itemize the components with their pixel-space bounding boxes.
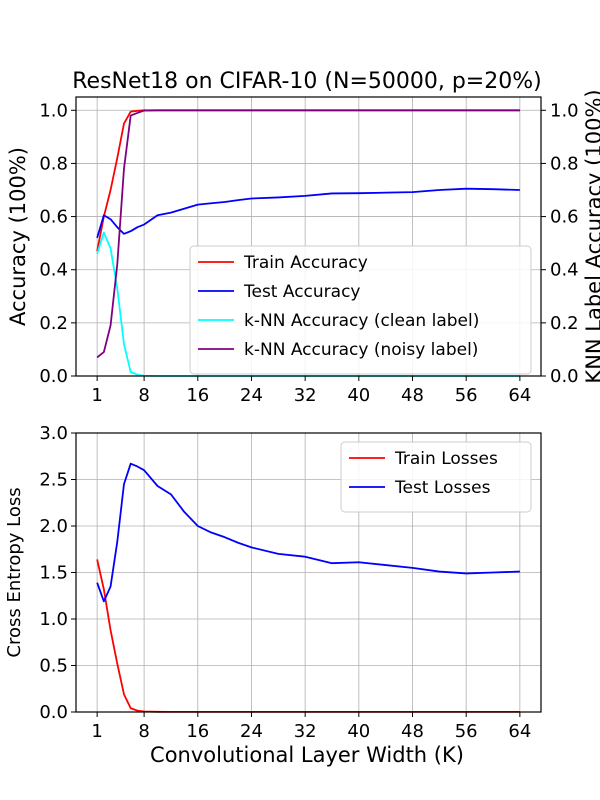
x-tick-label: 32	[294, 385, 317, 406]
x-tick-label: 24	[240, 721, 263, 742]
x-tick-label: 1	[91, 721, 102, 742]
accuracy-chart-ylabel: Accuracy (100%)	[6, 147, 30, 326]
legend-box	[189, 245, 532, 375]
y-right-tick-label: 0.4	[550, 260, 579, 281]
legend-label: Train Losses	[394, 449, 498, 469]
x-tick-label: 16	[186, 721, 209, 742]
x-tick-label: 48	[401, 721, 424, 742]
x-tick-label: 32	[294, 721, 317, 742]
x-tick-label: 56	[455, 385, 478, 406]
x-tick-label: 16	[186, 385, 209, 406]
series-line-test-accuracy	[96, 187, 520, 239]
x-tick-label: 40	[347, 385, 370, 406]
x-tick-label: 64	[508, 385, 531, 406]
accuracy-chart: ResNet18 on CIFAR-10 (N=50000, p=20%) 1 8…	[6, 69, 600, 406]
accuracy-chart-title: ResNet18 on CIFAR-10 (N=50000, p=20%)	[72, 69, 541, 94]
x-tick-label: 8	[138, 385, 149, 406]
loss-chart-axes: 1 8 16 24 32 40 48 56 64 0.0 0.5 1.0 1.5 2.0 2.5 3.0	[39, 423, 531, 742]
accuracy-chart-legend: Train Accuracy Test Accuracy k-NN Accuracy…	[189, 245, 532, 375]
x-tick-label: 56	[455, 721, 478, 742]
y-tick-label: 1.0	[39, 609, 68, 630]
accuracy-chart-ylabel-right: KNN Label Accuracy (100%)	[582, 89, 600, 383]
x-tick-label: 1	[91, 385, 102, 406]
y-tick-label: 1.0	[39, 100, 68, 121]
series-line-test-losses	[96, 462, 520, 603]
x-tick-label: 24	[240, 385, 263, 406]
y-tick-label: 0.8	[39, 153, 68, 174]
x-tick-label: 8	[138, 721, 149, 742]
loss-chart: 1 8 16 24 32 40 48 56 64 0.0 0.5 1.0 1.5 2.0 2.5 3.0 Cr…	[4, 423, 542, 767]
legend-label: Test Accuracy	[243, 282, 361, 302]
y-tick-label: 0.0	[39, 702, 68, 723]
loss-chart-ylabel: Cross Entropy Loss	[4, 487, 25, 657]
x-tick-label: 40	[347, 721, 370, 742]
x-tick-label: 48	[401, 385, 424, 406]
y-right-tick-label: 0.0	[550, 366, 579, 387]
y-tick-label: 0.0	[39, 366, 68, 387]
legend-label: Test Losses	[394, 478, 491, 498]
y-right-tick-label: 0.6	[550, 207, 579, 228]
legend-box	[340, 441, 532, 513]
y-right-tick-label: 0.8	[550, 153, 579, 174]
y-tick-label: 0.5	[39, 656, 68, 677]
y-tick-label: 0.6	[39, 207, 68, 228]
y-tick-label: 3.0	[39, 423, 68, 444]
legend-label: k-NN Accuracy (clean label)	[244, 311, 479, 331]
y-tick-label: 1.5	[39, 563, 68, 584]
y-tick-label: 0.4	[39, 260, 68, 281]
loss-chart-xlabel: Convolutional Layer Width (K)	[150, 743, 464, 767]
y-right-tick-label: 1.0	[550, 100, 579, 121]
loss-chart-legend: Train Losses Test Losses	[340, 441, 532, 513]
y-tick-label: 2.5	[39, 470, 68, 491]
accuracy-chart-frame	[75, 96, 542, 377]
legend-label: k-NN Accuracy (noisy label)	[244, 340, 478, 360]
legend-label: Train Accuracy	[243, 253, 368, 273]
y-tick-label: 0.2	[39, 313, 68, 334]
accuracy-chart-axes: 1 8 16 24 32 40 48 56 64 0.0 0.0 0.2 0.2 0.4 0.4 0.6 0.6…	[39, 100, 578, 406]
y-tick-label: 2.0	[39, 516, 68, 537]
series-line-k-nn-accuracy-noisy-label	[96, 109, 520, 359]
x-tick-label: 64	[508, 721, 531, 742]
y-right-tick-label: 0.2	[550, 313, 579, 334]
